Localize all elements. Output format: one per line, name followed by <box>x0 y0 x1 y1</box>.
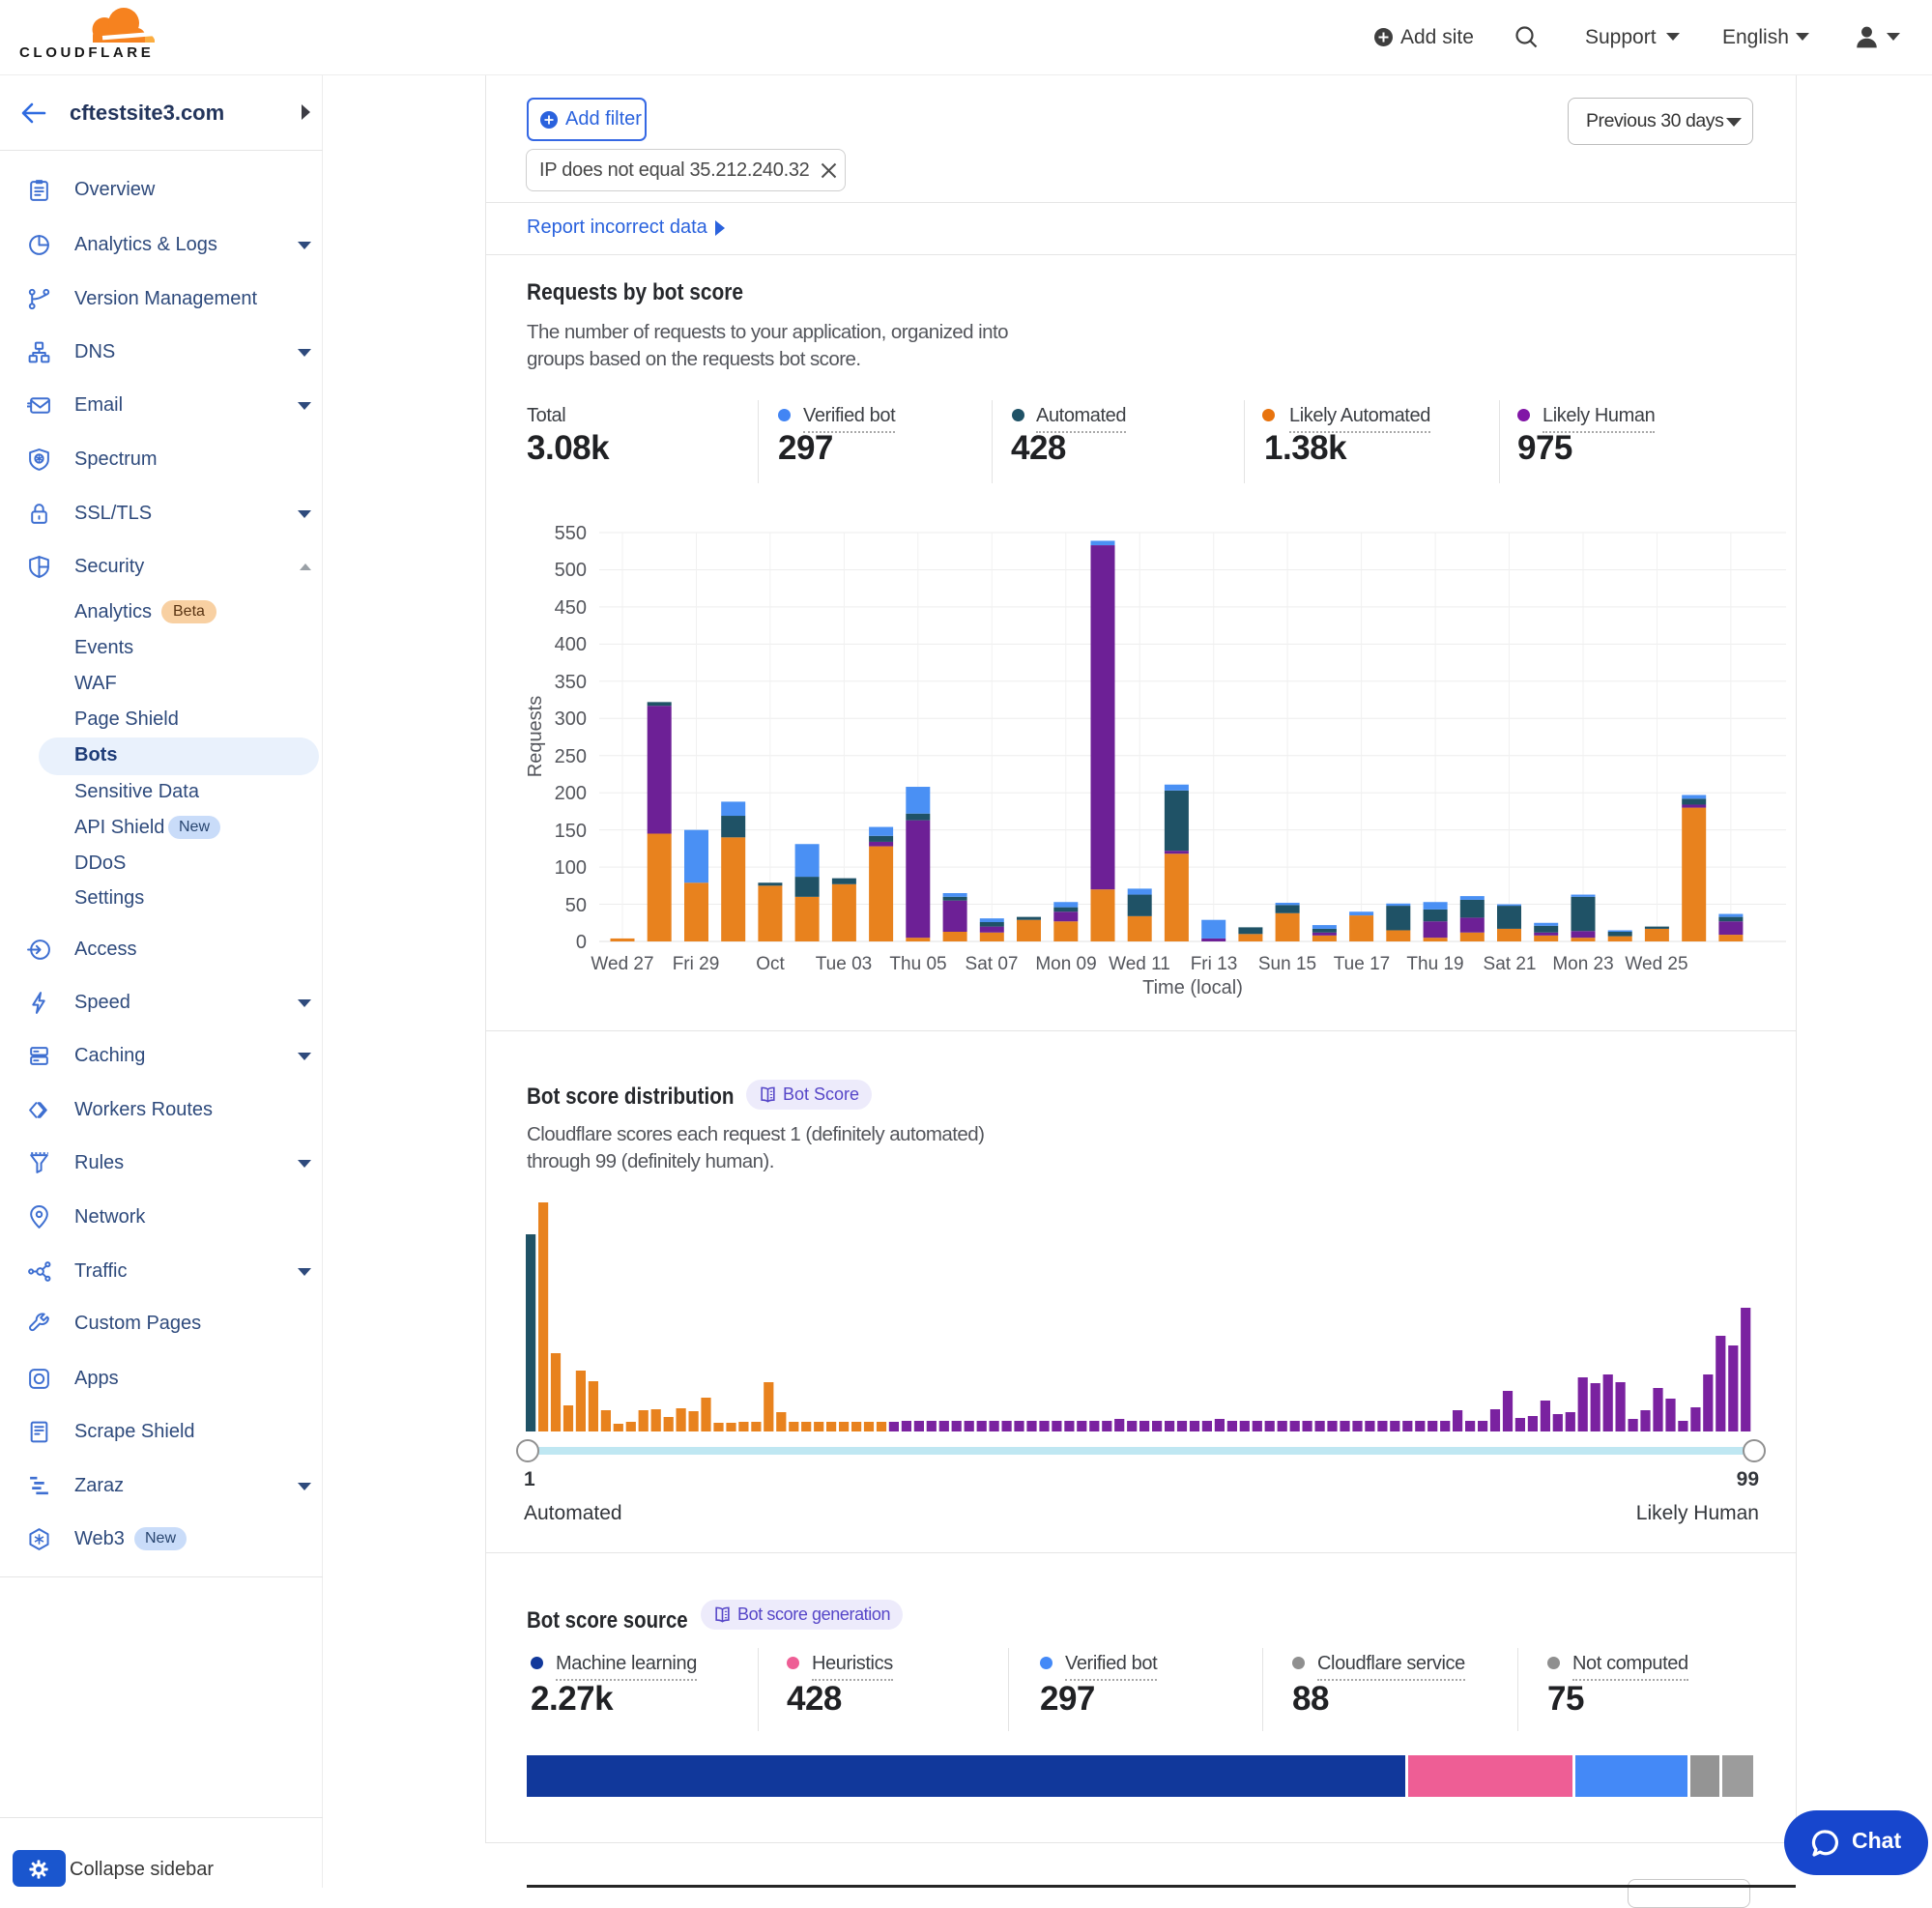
svg-text:100: 100 <box>555 857 587 879</box>
svg-text:400: 400 <box>555 634 587 655</box>
svg-text:Oct: Oct <box>756 954 785 974</box>
svg-text:99: 99 <box>1737 1468 1759 1490</box>
svg-text:Requests: Requests <box>525 696 546 778</box>
svg-text:550: 550 <box>555 523 587 544</box>
svg-text:Sat 21: Sat 21 <box>1484 954 1537 974</box>
svg-text:Tue 03: Tue 03 <box>816 954 872 974</box>
svg-text:Thu 05: Thu 05 <box>889 954 946 974</box>
svg-text:Thu 19: Thu 19 <box>1406 954 1463 974</box>
svg-text:200: 200 <box>555 783 587 804</box>
svg-text:Automated: Automated <box>524 1502 622 1524</box>
svg-text:300: 300 <box>555 708 587 730</box>
svg-text:Tue 17: Tue 17 <box>1334 954 1390 974</box>
svg-text:Mon 09: Mon 09 <box>1035 954 1096 974</box>
svg-text:Wed 11: Wed 11 <box>1109 954 1170 974</box>
svg-text:350: 350 <box>555 672 587 693</box>
svg-text:150: 150 <box>555 821 587 842</box>
svg-text:1: 1 <box>524 1468 535 1490</box>
svg-text:Time (local): Time (local) <box>1142 977 1243 998</box>
svg-text:Mon 23: Mon 23 <box>1552 954 1613 974</box>
svg-text:450: 450 <box>555 597 587 619</box>
svg-text:250: 250 <box>555 746 587 767</box>
svg-text:50: 50 <box>565 895 587 916</box>
svg-text:Sat 07: Sat 07 <box>966 954 1019 974</box>
svg-text:Wed 27: Wed 27 <box>591 954 653 974</box>
svg-text:500: 500 <box>555 560 587 581</box>
svg-text:Likely Human: Likely Human <box>1636 1502 1759 1524</box>
svg-text:Sun 15: Sun 15 <box>1258 954 1316 974</box>
svg-text:Fri 13: Fri 13 <box>1191 954 1238 974</box>
svg-text:Wed 25: Wed 25 <box>1625 954 1687 974</box>
svg-text:Fri 29: Fri 29 <box>673 954 720 974</box>
svg-text:0: 0 <box>576 932 587 953</box>
